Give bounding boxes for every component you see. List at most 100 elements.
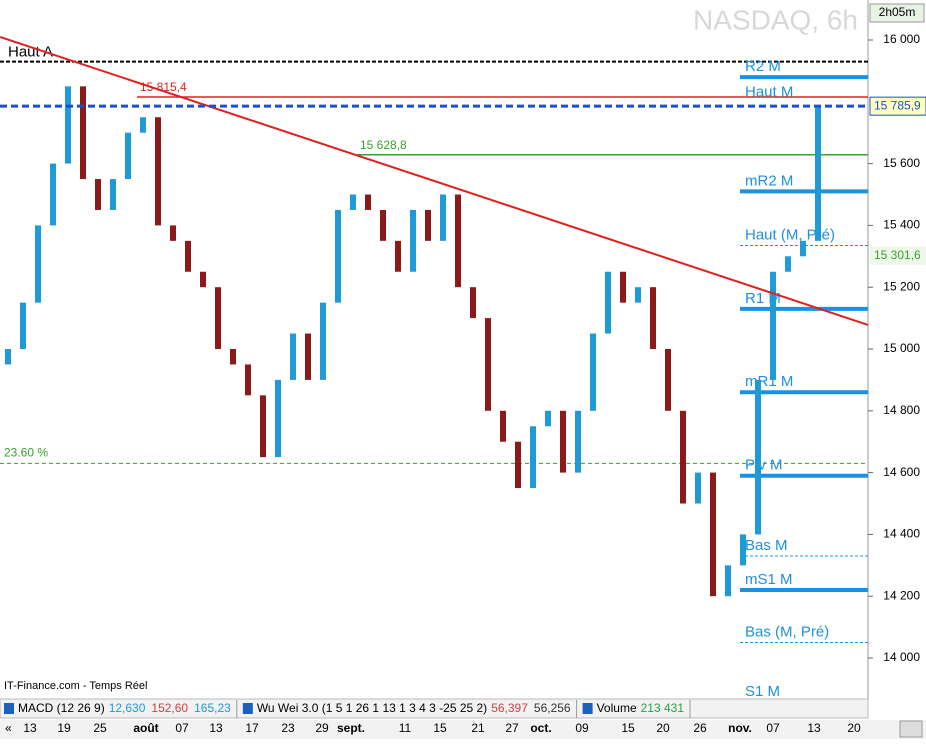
pivot-label: Haut M (745, 83, 793, 100)
pivot-label: Bas (M, Pré) (745, 624, 829, 641)
candle-body (515, 441, 521, 489)
x-tick-label: nov. (728, 721, 752, 735)
indicator-value: 152,60 (151, 701, 188, 715)
green-level-label: 15 628,8 (360, 138, 407, 152)
candle-body (800, 240, 806, 257)
y-tick-label: 16 000 (883, 32, 920, 46)
candle-body (635, 287, 641, 303)
candle-body (380, 209, 386, 241)
pivot-label: Piv M (745, 457, 783, 474)
candle-body (755, 379, 761, 535)
x-axis-bar (0, 720, 926, 739)
x-tick-label: 29 (315, 721, 329, 735)
candle-body (590, 333, 596, 411)
candle-body (65, 86, 71, 164)
chart-title: NASDAQ, 6h (693, 4, 858, 35)
pivot-label: mR1 M (745, 373, 793, 390)
candle-body (695, 472, 701, 504)
candle-body (770, 271, 776, 380)
candle-body (440, 194, 446, 241)
candle-body (200, 271, 206, 288)
candle-body (785, 256, 791, 272)
candle-body (500, 410, 506, 442)
y-tick-label: 14 000 (883, 650, 920, 664)
candle-body (95, 179, 101, 210)
y-tick-label: 15 200 (883, 279, 920, 293)
indicator-value: 56,397 (491, 701, 528, 715)
candle-body (485, 318, 491, 411)
candle-body (530, 426, 536, 489)
candle-body (665, 349, 671, 411)
scroll-left[interactable]: « (5, 721, 12, 735)
y-tick-label: 15 600 (883, 156, 920, 170)
fib-label: 23.60 % (4, 446, 48, 460)
x-tick-label: sept. (337, 721, 365, 735)
candle-body (305, 333, 311, 380)
x-tick-label: 11 (399, 721, 412, 735)
candle-body (410, 209, 416, 272)
candle-body (470, 287, 476, 319)
x-tick-label: 21 (471, 721, 485, 735)
indicator-name: Volume (597, 701, 637, 715)
candle-body (395, 240, 401, 272)
candle-body (290, 333, 296, 380)
pivot-label: Haut (M, Pré) (745, 226, 835, 243)
candle-body (185, 240, 191, 272)
settings-button[interactable] (899, 720, 923, 738)
plot-bg (0, 0, 868, 697)
timer-box (869, 3, 925, 23)
level-tag (870, 246, 926, 265)
y-tick-label: 15 400 (883, 218, 920, 232)
candle-body (815, 106, 821, 241)
candle-body (725, 565, 731, 597)
indicator-name: Wu Wei 3.0 (1 5 1 26 1 13 1 3 4 3 -25 25… (257, 701, 487, 715)
candle-body (545, 410, 551, 427)
x-tick-label: 07 (175, 721, 189, 735)
x-tick-label: 20 (656, 721, 670, 735)
candle-body (215, 287, 221, 349)
indicator-name: MACD (12 26 9) (18, 701, 105, 715)
pivot-label: Bas M (745, 537, 788, 554)
candle-body (20, 302, 26, 349)
candle-body (575, 410, 581, 473)
red-level-label: 15 815,4 (140, 80, 187, 94)
x-tick-label: 13 (23, 721, 37, 735)
candle-body (620, 271, 626, 303)
x-tick-label: 13 (807, 721, 821, 735)
x-tick-label: 23 (281, 721, 295, 735)
candle-body (425, 209, 431, 241)
candle-body (5, 349, 11, 365)
indicator-bar (0, 698, 869, 719)
y-tick-label: 15 000 (883, 341, 920, 355)
candle-body (605, 271, 611, 334)
pivot-label: S1 M (745, 683, 780, 700)
indicator-value: 12,630 (109, 701, 146, 715)
x-tick-label: 13 (209, 721, 223, 735)
x-tick-label: août (133, 721, 158, 735)
price-tag (869, 96, 926, 116)
candle-body (170, 225, 176, 241)
indicator-icon (582, 703, 593, 714)
candle-body (50, 163, 56, 226)
level-tag-label: 15 301,6 (874, 248, 921, 262)
candle-body (710, 472, 716, 597)
candle-body (35, 225, 41, 303)
x-tick-label: 25 (93, 721, 107, 735)
candle-body (80, 86, 86, 180)
candle-body (740, 534, 746, 566)
y-tick-label: 14 800 (883, 403, 920, 417)
source: IT-Finance.com - Temps Réel (4, 680, 147, 692)
candle-body (365, 194, 371, 210)
candle-body (650, 287, 656, 349)
candle-body (350, 194, 356, 210)
x-tick-label: oct. (530, 721, 551, 735)
year-high-label: Haut A (8, 44, 53, 61)
x-tick-label: 17 (245, 721, 259, 735)
indicator-icon (242, 703, 253, 714)
candle-body (140, 117, 146, 133)
x-tick-label: 26 (693, 721, 707, 735)
x-tick-label: 27 (505, 721, 519, 735)
pivot-label: mS1 M (745, 571, 793, 588)
